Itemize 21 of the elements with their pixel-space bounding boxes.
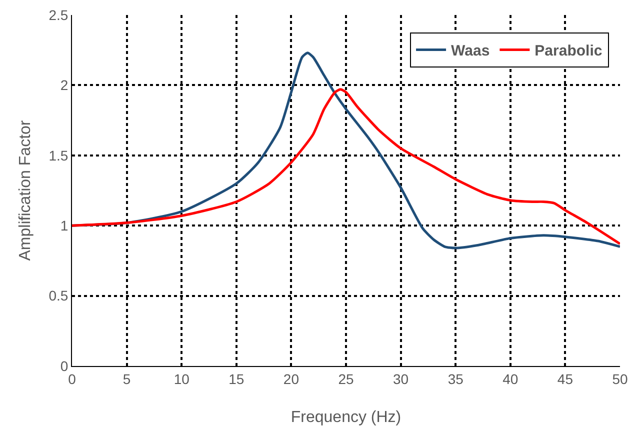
- legend-label: Waas: [451, 42, 490, 60]
- x-tick-label: 40: [502, 370, 518, 387]
- line-series: [72, 88, 620, 246]
- x-tick-label: 30: [393, 370, 409, 387]
- legend-label: Parabolic: [534, 42, 602, 60]
- x-tick-label: 50: [612, 370, 628, 387]
- x-tick-label: 15: [228, 370, 244, 387]
- x-tick-label: 10: [174, 370, 190, 387]
- y-axis-title: Amplification Factor: [17, 120, 34, 261]
- x-axis-title: Frequency (Hz): [290, 409, 402, 426]
- x-tick-label: 35: [448, 370, 464, 387]
- y-tick-label: 0.5: [48, 288, 68, 304]
- y-tick-label: 2: [60, 77, 68, 94]
- y-tick-label: 1.5: [48, 147, 68, 164]
- y-tick-label: 2.5: [48, 6, 68, 23]
- x-tick-label: 5: [122, 370, 131, 387]
- y-tick-label: 0: [60, 358, 68, 374]
- x-tick-label: 20: [283, 370, 300, 387]
- x-tick-label: 25: [338, 370, 354, 387]
- x-tick-label: 45: [557, 370, 574, 387]
- y-tick-label: 1: [60, 218, 68, 234]
